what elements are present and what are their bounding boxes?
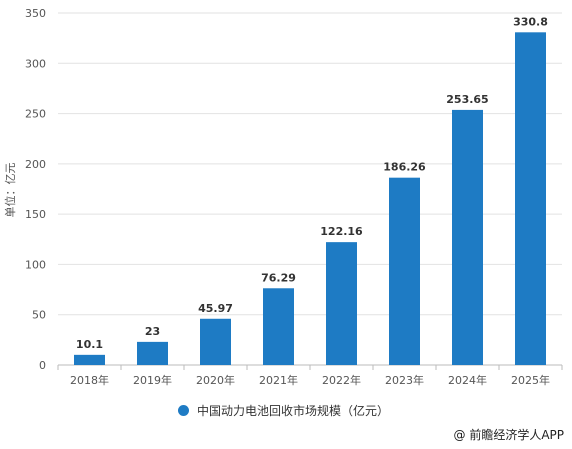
- bar-chart: 0 50 100 150 200 250 300 350 10.1 23 45.97 76.29 12…: [3, 7, 563, 387]
- legend-marker: [178, 405, 189, 416]
- x-tick-label: 2022年: [322, 373, 361, 387]
- x-tick-label: 2019年: [133, 373, 172, 387]
- data-label: 330.8: [513, 15, 548, 28]
- bar: [74, 354, 105, 365]
- data-label: 122.16: [320, 225, 363, 238]
- y-axis-ticks: 0 50 100 150 200 250 300 350: [25, 7, 46, 372]
- y-tick-label: 350: [25, 7, 46, 20]
- gridlines: [58, 12, 562, 366]
- source-credit: @ 前瞻经济学人APP: [453, 428, 565, 442]
- x-tick-label: 2021年: [259, 373, 298, 387]
- legend-label: 中国动力电池回收市场规模（亿元）: [197, 404, 390, 418]
- x-tick-label: 2023年: [385, 373, 424, 387]
- y-axis-label: 单位：亿元: [3, 163, 17, 218]
- y-tick-label: 200: [25, 158, 46, 171]
- y-tick-label: 50: [32, 309, 46, 322]
- bar: [263, 288, 294, 365]
- y-tick-label: 100: [25, 258, 46, 271]
- y-tick-label: 0: [39, 359, 46, 372]
- data-labels: 10.1 23 45.97 76.29 122.16 186.26 253.65 330.8: [76, 15, 548, 351]
- bar: [137, 341, 168, 365]
- bar: [326, 242, 357, 365]
- y-tick-label: 300: [25, 57, 46, 70]
- x-tick-label: 2024年: [448, 373, 487, 387]
- legend: 中国动力电池回收市场规模（亿元）: [178, 402, 389, 419]
- data-label: 10.1: [76, 338, 103, 351]
- x-axis-ticks: 2018年 2019年 2020年 2021年 2022年 2023年 2024年 2025年: [57, 365, 563, 387]
- bars: [74, 32, 546, 365]
- x-tick-label: 2020年: [196, 373, 235, 387]
- bar: [389, 177, 420, 365]
- data-label: 186.26: [383, 161, 426, 174]
- data-label: 76.29: [261, 271, 296, 284]
- data-label: 23: [145, 325, 160, 338]
- data-label: 45.97: [198, 302, 233, 315]
- data-label: 253.65: [446, 93, 488, 106]
- bar: [452, 109, 483, 365]
- x-tick-label: 2025年: [511, 373, 550, 387]
- y-tick-label: 250: [25, 108, 46, 121]
- bar: [515, 32, 546, 365]
- x-tick-label: 2018年: [70, 373, 109, 387]
- y-tick-label: 150: [25, 208, 46, 221]
- bar: [200, 318, 231, 365]
